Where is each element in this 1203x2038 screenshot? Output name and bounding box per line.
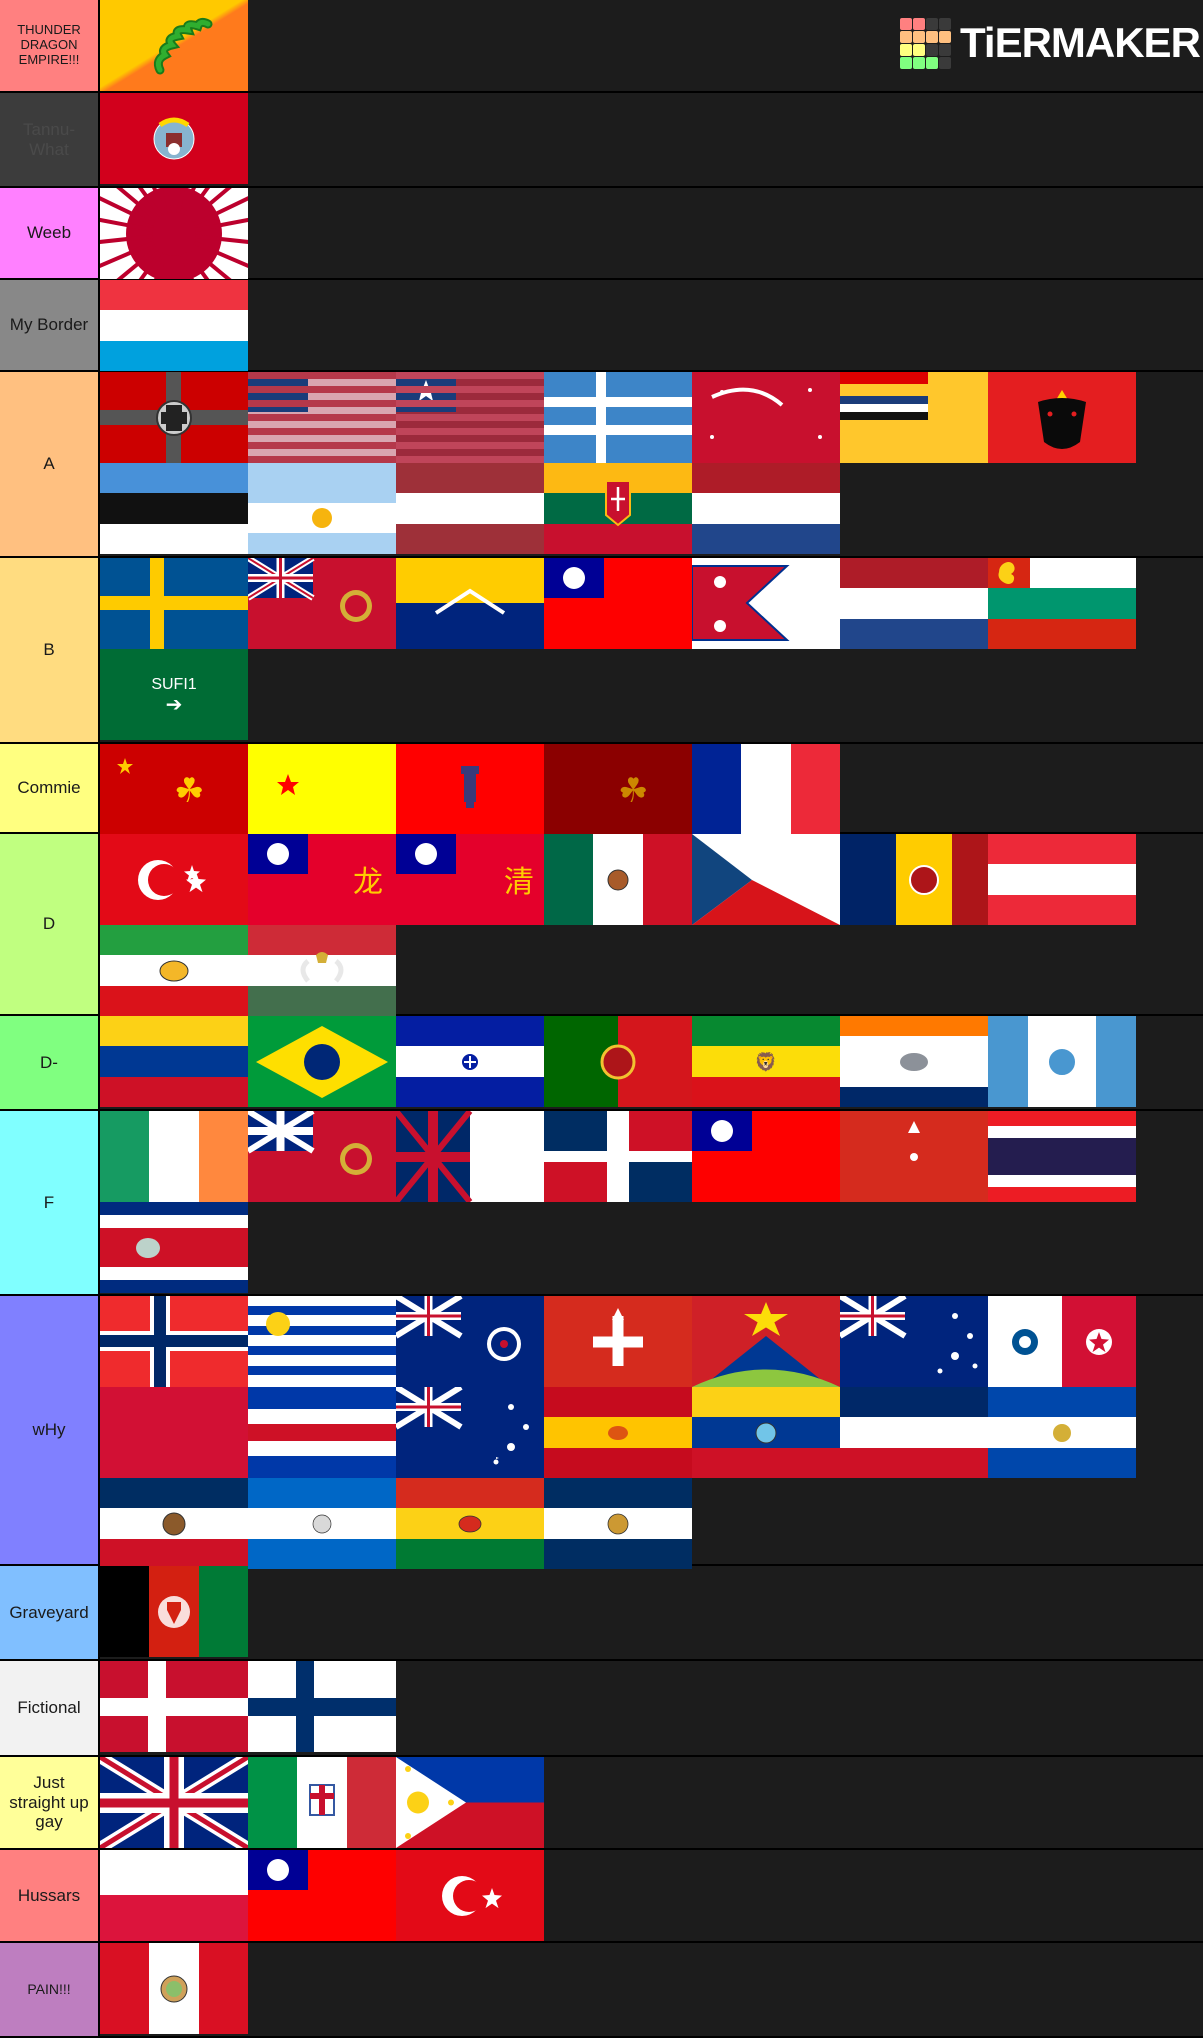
svg-text:➔: ➔ (166, 694, 183, 716)
svg-text:龙: 龙 (353, 866, 383, 899)
svg-text:☘: ☘ (174, 773, 204, 810)
svg-text:SUFI1: SUFI1 (151, 676, 196, 693)
svg-text:☘: ☘ (618, 773, 648, 810)
svg-text:🦁: 🦁 (755, 1051, 777, 1072)
svg-text:清: 清 (504, 866, 534, 899)
